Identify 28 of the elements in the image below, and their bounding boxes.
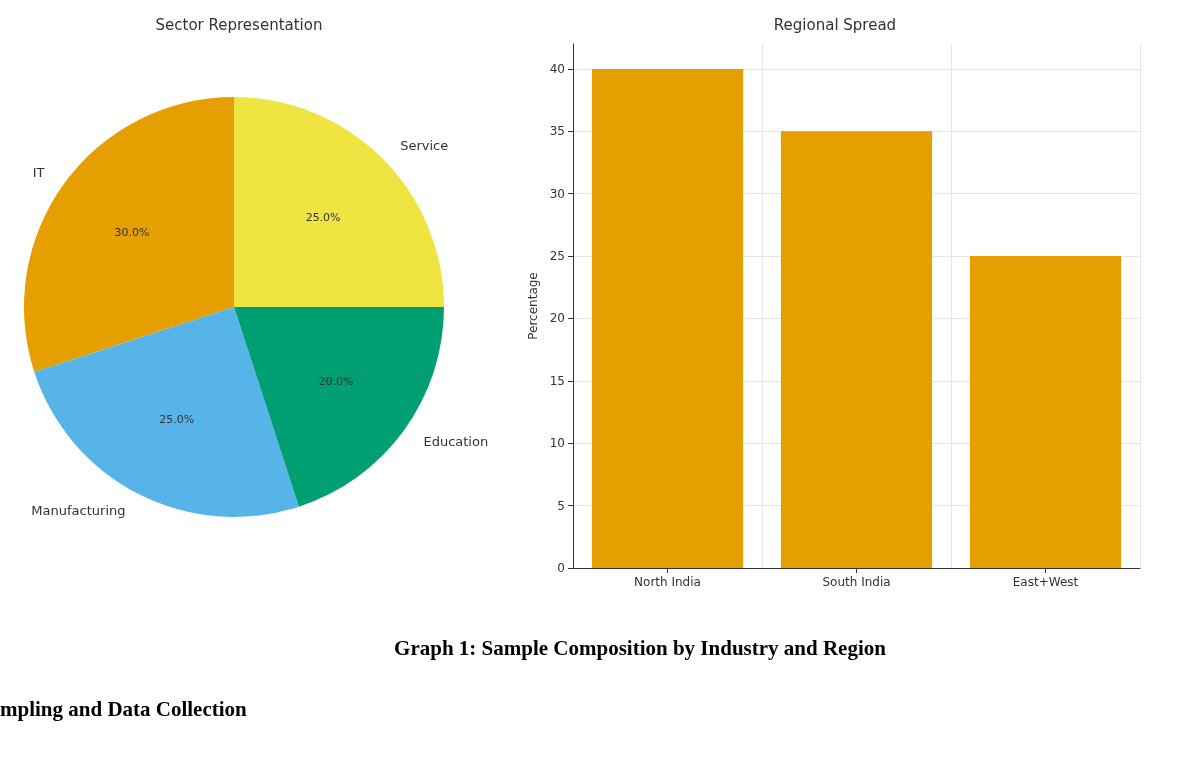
y-tick-label: 40 <box>549 61 565 76</box>
data-label: 30.0% <box>114 226 150 240</box>
slice-label: Service <box>400 138 449 154</box>
data-label: 25.0% <box>159 412 195 426</box>
y-tick-label: 20 <box>549 311 565 326</box>
y-tick-label: 5 <box>557 498 565 513</box>
data-label: 20.0% <box>318 374 354 388</box>
chart-title: Regional Spread <box>773 15 897 34</box>
y-tick-label: 10 <box>549 436 565 451</box>
y-tick-label: 0 <box>557 561 565 575</box>
x-tick-label: North India <box>634 575 701 589</box>
y-tick-label: 30 <box>549 186 565 201</box>
slice-label: Manufacturing <box>31 502 126 518</box>
y-tick-label: 25 <box>549 249 565 264</box>
bar <box>780 131 933 568</box>
bar <box>591 68 744 568</box>
x-tick-label: East+West <box>1012 575 1079 589</box>
data-label: 25.0% <box>305 211 341 225</box>
y-tick-label: 35 <box>549 124 565 139</box>
x-tick-label: South India <box>822 575 891 589</box>
slice-label: Education <box>423 433 489 449</box>
bar <box>969 256 1122 568</box>
y-axis-title: Percentage <box>525 272 540 340</box>
slice-label: IT <box>32 165 45 181</box>
caption: Graph 1: Sample Composition by Industry and Region <box>394 636 886 661</box>
chart-title: Sector Representation <box>155 15 323 34</box>
text: mpling and Data Collection <box>0 697 247 722</box>
y-tick-label: 15 <box>549 373 565 388</box>
